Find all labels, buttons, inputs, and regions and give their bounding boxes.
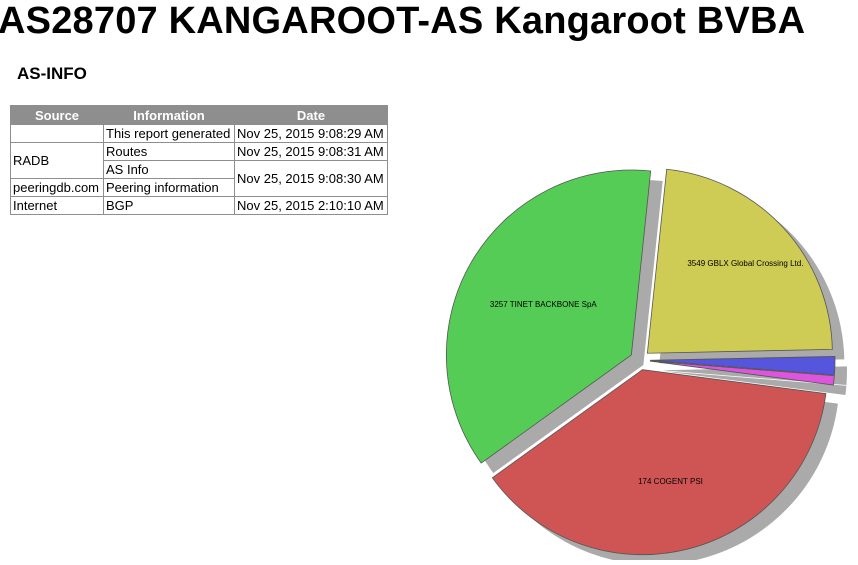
- table-cell-date: Nov 25, 2015 9:08:31 AM: [234, 142, 388, 161]
- pie-slice: [649, 356, 836, 376]
- table-cell-information: Routes: [103, 142, 235, 161]
- table-cell-date: Nov 25, 2015 9:08:29 AM: [234, 124, 388, 143]
- table-cell-source: peeringdb.com: [10, 178, 104, 197]
- column-header-date: Date: [234, 105, 388, 125]
- pie-slice-label: 3549 GBLX Global Crossing Ltd.: [687, 259, 803, 268]
- as-pie-chart: 3549 GBLX Global Crossing Ltd. 174 COGENT…: [445, 168, 847, 560]
- table-row: Internet BGP Nov 25, 2015 2:10:10 AM: [10, 196, 388, 215]
- table-row: This report generated Nov 25, 2015 9:08:…: [10, 124, 388, 143]
- as-info-table: Source Information Date This report gene…: [10, 105, 388, 215]
- table-cell-source: [10, 124, 104, 143]
- pie-slices: [445, 168, 836, 556]
- section-title: AS-INFO: [17, 64, 87, 83]
- table-cell-information: Peering information: [103, 178, 235, 197]
- pie-slice-shadow: [661, 371, 847, 396]
- pie-labels: 3549 GBLX Global Crossing Ltd. 174 COGENT…: [490, 259, 804, 486]
- table-cell-information: BGP: [103, 196, 235, 215]
- table-cell-date: Nov 25, 2015 2:10:10 AM: [234, 196, 388, 215]
- table-cell-source: RADB: [10, 142, 104, 179]
- page-title: AS28707 KANGAROOT-AS Kangaroot BVBA: [0, 0, 806, 42]
- table-row: RADB Routes Nov 25, 2015 9:08:31 AM: [10, 142, 388, 179]
- table-cell-source: Internet: [10, 196, 104, 215]
- pie-slice: [445, 169, 652, 464]
- pie-slice: [649, 360, 835, 386]
- pie-slice-label: 3257 TINET BACKBONE SpA: [490, 300, 598, 309]
- pie-slice: [646, 168, 833, 354]
- table-row: peeringdb.com Peering information: [10, 178, 388, 197]
- table-header-row: Source Information Date: [10, 105, 388, 125]
- table-cell-information: This report generated: [103, 124, 235, 143]
- table-cell-information: AS Info: [103, 160, 235, 179]
- pie-slice: [491, 369, 827, 556]
- column-header-information: Information: [103, 105, 235, 125]
- pie-slice-label: 174 COGENT PSI: [638, 477, 703, 486]
- table-cell-date: Nov 25, 2015 9:08:30 AM: [234, 160, 388, 197]
- column-header-source: Source: [10, 105, 104, 125]
